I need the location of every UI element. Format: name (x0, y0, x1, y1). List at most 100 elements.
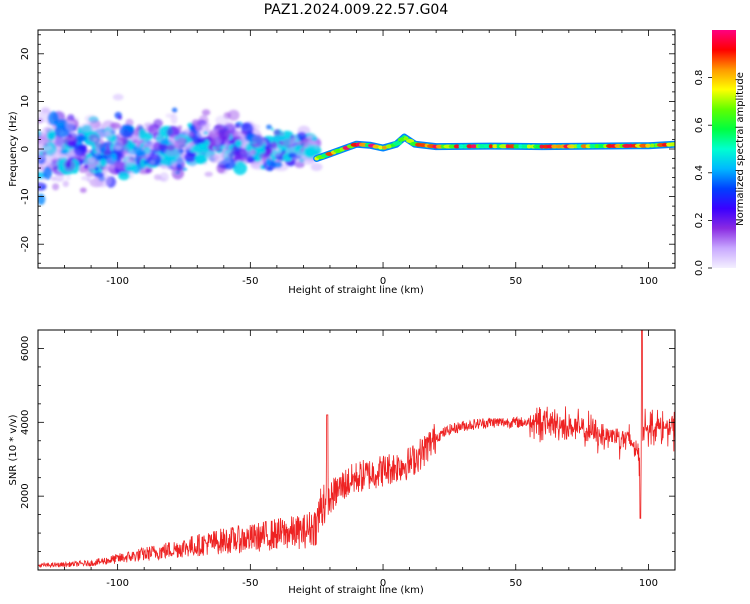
spectrogram-blobs (38, 93, 323, 205)
spectrogram-blob (213, 152, 231, 165)
spectrogram-ridge-peak (513, 144, 520, 149)
spectrogram-blob (306, 134, 313, 139)
spectrogram-blob (86, 178, 91, 183)
spectrogram-blob (104, 165, 113, 171)
spectrogram-blob (294, 150, 304, 166)
spectrogram-blob (237, 148, 248, 162)
colorbar-tick-label: 0.2 (694, 212, 705, 228)
spectrogram-blob (240, 131, 247, 135)
spectrogram-blob (215, 115, 230, 126)
spectrogram-ridge-peak (551, 144, 558, 149)
spectrogram-blob (234, 139, 243, 147)
colorbar-tick-label: 0.6 (694, 117, 705, 133)
spectrogram-blob (60, 149, 68, 155)
spectrogram-blob (252, 134, 265, 148)
spectrogram-blob (160, 138, 170, 145)
spectrogram-ridge-peak (470, 144, 477, 149)
spectrogram-blob (120, 146, 129, 155)
spectrogram-blob (41, 106, 51, 114)
spectrogram-blob (55, 177, 63, 183)
spectrogram-blob (104, 129, 110, 138)
spectrogram-blob (149, 159, 156, 165)
spectrogram-blob (159, 172, 169, 183)
spectrogram-blob (65, 161, 72, 168)
spectrogram-ridge-peak (492, 144, 498, 149)
spectrogram-ridge-peak (589, 144, 597, 149)
spectrogram-blob (205, 150, 217, 161)
spectrogram-ridge-peak (521, 144, 529, 149)
spectrogram-blob (42, 143, 48, 147)
spectrogram-blob (74, 135, 87, 142)
spectrogram-ridge-peak (594, 144, 600, 149)
spectrogram-blob (138, 128, 147, 140)
colorbar-label: Normalized spectral amplitude (735, 72, 746, 226)
spectrogram-blob (91, 145, 97, 150)
spectrogram-blob (304, 149, 317, 159)
spectrogram-blob (168, 135, 186, 147)
spectrogram-blob (279, 140, 284, 147)
spectrogram-blob (43, 166, 53, 180)
spectrogram-blob (115, 162, 128, 170)
spectrogram-blob (266, 124, 272, 130)
spectrogram-ridge-peak (392, 141, 403, 146)
spectrogram-blob (103, 150, 111, 156)
spectrogram-blob (310, 163, 323, 171)
spectrogram-blob (147, 124, 161, 136)
spectrogram-blob (53, 138, 67, 152)
spectrogram-ridge-peak (526, 144, 532, 149)
spectrogram-blob (174, 155, 184, 165)
spectrogram-blob (73, 144, 88, 157)
x-tick-label: -100 (106, 578, 129, 589)
spectrogram-blob (234, 123, 241, 129)
spectrogram-ridge (313, 133, 675, 162)
spectrogram-ridge-peak (483, 144, 490, 149)
spectrogram-ridge-peak (650, 143, 655, 148)
spectrogram-blob (38, 182, 47, 191)
spectrogram-blob (42, 185, 45, 190)
x-tick-label: -100 (106, 276, 129, 287)
spectrogram-ridge-peak (598, 144, 605, 149)
spectrogram-blob (67, 114, 75, 121)
spectrogram-blob (184, 152, 197, 163)
spectrogram-ridge-peak (499, 144, 508, 149)
spectrogram-blob (294, 135, 299, 141)
spectrogram-ridge-peak (668, 142, 675, 147)
spectrogram-blob (199, 122, 211, 128)
spectrogram-blob (188, 131, 196, 140)
spectrogram-ridge-peak (462, 144, 468, 149)
spectrogram-blob (112, 93, 124, 101)
spectrogram-blob (165, 113, 174, 118)
spectrogram-blob (110, 122, 121, 129)
colorbar-tick-label: 0.4 (694, 165, 705, 181)
spectrogram-blob (92, 150, 98, 154)
spectrogram-ridge-peak (555, 144, 562, 149)
spectrogram-blob (80, 156, 86, 160)
x-tick-label: 50 (509, 276, 522, 287)
spectrogram-blob (250, 149, 256, 154)
snr-y-label: SNR (10 * v/v) (8, 414, 19, 485)
spectrogram-ridge-peak (458, 144, 464, 149)
spectrogram-blob (265, 142, 269, 147)
spectrogram-blob (178, 125, 183, 129)
snr-x-label: Height of straight line (km) (288, 585, 424, 596)
spectrogram-blob (171, 167, 178, 174)
y-tick-label: -20 (20, 236, 31, 252)
spectrogram-blob (166, 144, 175, 151)
spectrogram-blob (259, 152, 266, 160)
spectrogram-blob (114, 139, 124, 151)
spectrogram-blob (79, 187, 87, 193)
spectrogram-blob (227, 109, 240, 121)
spectrogram-blob (117, 115, 123, 120)
spectrogram-blob (111, 152, 117, 162)
spectrogram-ridge-peak (645, 143, 651, 148)
spectrogram-blob (52, 183, 60, 191)
spectrogram-blob (224, 139, 228, 144)
snr-series-line (38, 330, 675, 569)
colorbar-tick-label: 0.0 (694, 260, 705, 276)
y-tick-label: 20 (20, 47, 31, 60)
spectrogram-blob (204, 171, 213, 177)
spectrogram-blob (171, 107, 178, 113)
spectrogram-blob (42, 151, 47, 156)
spectrogram-blob (190, 124, 196, 133)
